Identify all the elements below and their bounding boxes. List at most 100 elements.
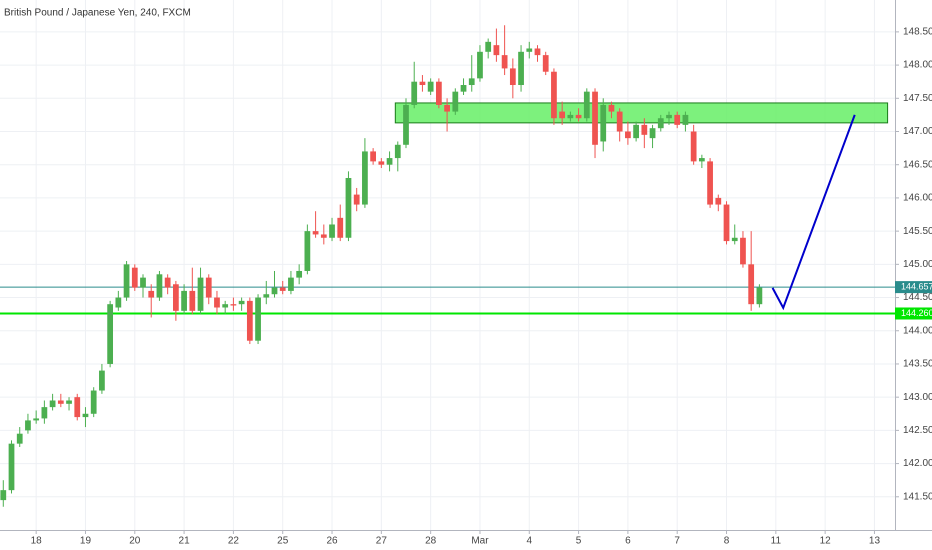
x-tick-label: 8 [724, 536, 730, 547]
y-tick-label: 142.000 [903, 458, 932, 469]
price-label-box [895, 281, 932, 294]
candle-body [230, 304, 237, 306]
candle-body [304, 231, 311, 271]
candle-body [181, 290, 187, 311]
x-tick-label: 6 [625, 536, 631, 547]
candle-body [666, 114, 672, 119]
candle-body [460, 85, 467, 92]
x-tick-label: 20 [129, 536, 141, 547]
candle-body [8, 443, 15, 491]
candle-body [99, 370, 105, 391]
chart-title: British Pound / Japanese Yen, 240, FXCM [4, 8, 191, 19]
candle-body [214, 297, 220, 308]
candle-body [173, 284, 179, 311]
y-tick-label: 144.000 [903, 325, 932, 336]
y-tick-label: 146.500 [903, 159, 932, 170]
candle-body [411, 81, 418, 105]
candle-body [296, 270, 303, 278]
y-tick-label: 144.500 [903, 292, 932, 303]
candle-body [616, 111, 623, 132]
x-tick-label: 5 [576, 536, 582, 547]
y-tick-label: 148.500 [903, 27, 932, 38]
candle-body [288, 277, 294, 291]
x-tick-label: Mar [471, 536, 489, 547]
candle-body [731, 237, 738, 242]
candle-body [16, 433, 23, 444]
candle-body [33, 418, 40, 421]
candle-body [748, 264, 755, 305]
price-label: 144.657 [901, 281, 932, 291]
candle-body [238, 300, 245, 305]
candle-body [205, 277, 212, 298]
candle-body [386, 158, 393, 165]
x-tick-label: 11 [771, 536, 782, 547]
candle-body [649, 128, 656, 139]
candle-body [625, 131, 631, 139]
candle-body [197, 277, 204, 311]
trend-drawing [771, 114, 856, 311]
candle-body [255, 297, 261, 341]
price-label: 144.260 [901, 308, 932, 318]
candle-body [756, 287, 763, 305]
candle-body [657, 118, 664, 129]
candle-body [0, 490, 7, 501]
candle-body [329, 224, 335, 238]
x-tick-label: 28 [425, 536, 437, 547]
candle-body [49, 400, 56, 408]
candle-body [600, 104, 607, 142]
candle-body [312, 231, 319, 235]
candle-body [501, 55, 508, 69]
candle-body [608, 104, 615, 112]
x-tick-label: 18 [31, 536, 43, 547]
candle-body [583, 91, 590, 119]
plot [0, 25, 895, 507]
candle-body [575, 114, 582, 119]
candle-body [66, 400, 72, 404]
x-tick-label: 13 [869, 536, 881, 547]
candle-body [279, 287, 286, 291]
candle-body [633, 124, 639, 139]
candle-body [115, 297, 122, 308]
candle-body [394, 144, 401, 159]
candle-body [246, 300, 253, 341]
candle-body [509, 68, 516, 86]
price-label-box [895, 307, 932, 320]
candle-body [723, 204, 730, 242]
candle-body [263, 294, 270, 298]
x-tick-label: 25 [277, 536, 289, 547]
candle-body [682, 114, 689, 125]
candle-body [485, 41, 492, 52]
y-tick-label: 143.500 [903, 359, 932, 370]
candle-body [493, 45, 500, 56]
candle-body [82, 413, 89, 418]
candle-body [715, 197, 722, 205]
candle-body [41, 407, 48, 419]
candle-body [559, 111, 566, 119]
y-tick-label: 145.500 [903, 226, 932, 237]
x-tick-label: 4 [526, 536, 532, 547]
candle-body [542, 55, 549, 72]
candle-body [337, 217, 344, 238]
candle-body [468, 78, 475, 86]
candle-body [222, 304, 229, 308]
candle-body [740, 237, 746, 265]
candle-body [131, 267, 138, 288]
candle-body [189, 290, 196, 311]
candle-body [74, 397, 81, 418]
x-tick-label: 7 [674, 536, 680, 547]
candle-body [518, 51, 524, 86]
candle-body [534, 48, 541, 56]
y-tick-label: 141.500 [903, 491, 932, 502]
candle-body [123, 264, 130, 298]
candle-body [551, 71, 557, 119]
candle-body [156, 274, 163, 298]
candle-body [427, 81, 434, 92]
x-tick-label: 22 [228, 536, 240, 547]
candle-body [435, 81, 442, 105]
candle-body [707, 161, 713, 205]
candle-body [698, 158, 705, 162]
candle-body [690, 131, 697, 162]
candle-body [477, 51, 483, 79]
